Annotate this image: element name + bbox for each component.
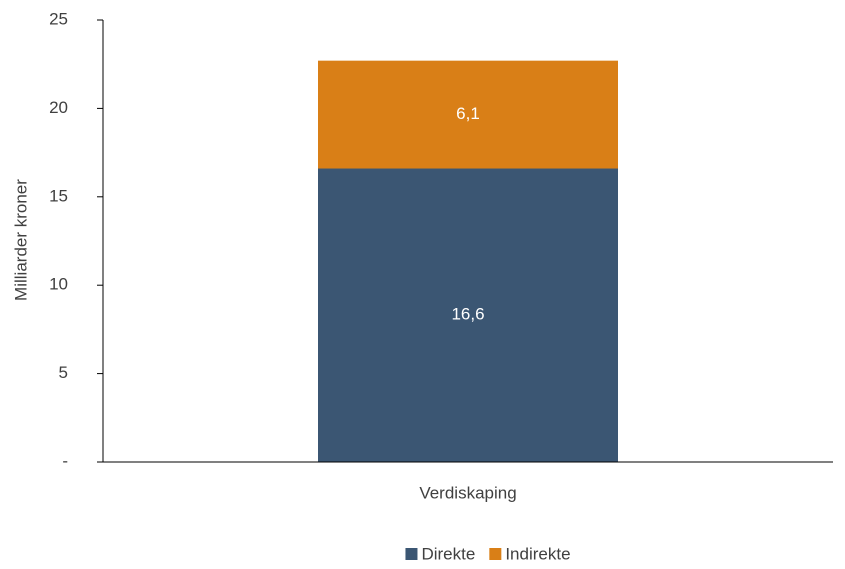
y-tick-label: 10	[49, 275, 68, 294]
legend-label: Direkte	[421, 544, 475, 563]
legend-swatch	[489, 548, 502, 560]
bar-segment	[318, 168, 618, 462]
y-tick-label: -	[62, 451, 68, 470]
data-label: 16,6	[451, 305, 484, 324]
y-axis-label: Milliarder kroner	[11, 179, 30, 301]
x-tick-label: Verdiskaping	[419, 483, 516, 502]
data-label: 6,1	[456, 104, 480, 123]
y-tick-label: 15	[49, 186, 68, 205]
bar-segment	[318, 60, 618, 169]
y-tick-label: 5	[59, 363, 68, 382]
y-tick-label: 25	[49, 9, 68, 28]
legend-swatch	[405, 548, 418, 560]
legend-label: Indirekte	[505, 544, 570, 563]
y-tick-label: 20	[49, 98, 68, 117]
